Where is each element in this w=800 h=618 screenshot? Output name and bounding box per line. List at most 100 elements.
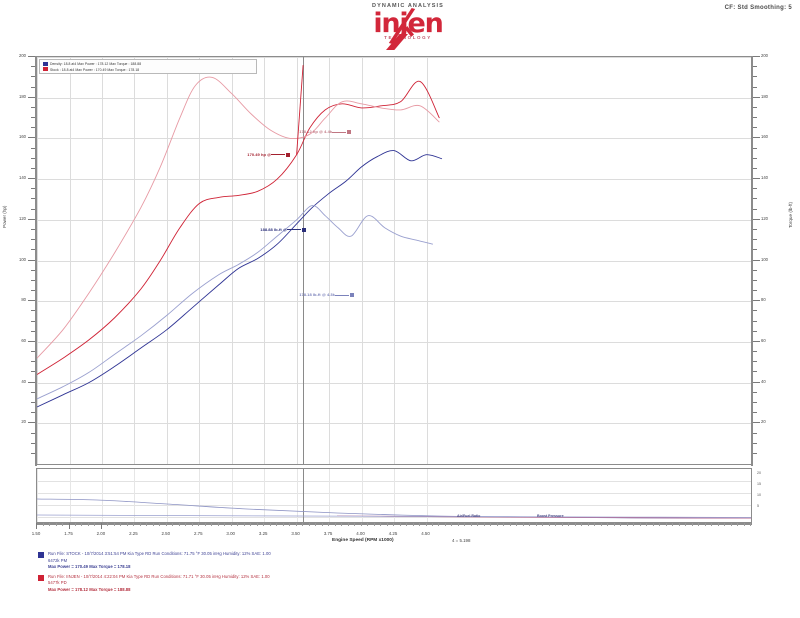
y-tick-label-right-5: 100 (761, 256, 768, 262)
gridline-h-7 (37, 341, 751, 343)
annotation-leader-0 (271, 154, 286, 156)
series-stock-torque (37, 76, 440, 359)
x-tick (613, 523, 615, 526)
x-tick (639, 523, 641, 526)
y-tick-right-170 (753, 117, 757, 119)
x-tick-label-4: 2.50 (161, 531, 171, 536)
x-tick (399, 523, 401, 526)
y-tick-label-left-4: 120 (19, 215, 26, 221)
x-tick (87, 523, 89, 526)
run-color-swatch-1 (38, 574, 44, 581)
legend-swatch-red (43, 67, 48, 71)
gridline-h-9 (37, 423, 751, 425)
y-tick-right-175 (753, 106, 757, 108)
legend-row-2: Stock : 18.8 at4 Max Power : 170.49 Max … (50, 67, 140, 72)
x-tick (620, 523, 622, 526)
y-tick-right-155 (753, 147, 757, 149)
annotation-label-2: 188.88 lb-ft @ (260, 227, 287, 232)
annotation-leader-2 (286, 229, 301, 231)
lower-panel[interactable]: Air/Fuel Ratio Boost Pressure (36, 468, 752, 523)
y-tick-left-165 (31, 127, 35, 129)
x-tick (470, 523, 472, 526)
dyno-plot-area[interactable]: 170.49 hp @ 178.12 hp @ 4.4k 188.88 lb-ft … (36, 56, 752, 465)
x-tick (600, 523, 602, 526)
y-tick-left-120 (28, 218, 35, 220)
y-tick-right-145 (753, 167, 757, 169)
x-tick (607, 523, 609, 526)
y-tick-right-45 (753, 371, 757, 373)
run-legend-row-1[interactable]: Run File: IINJEN - 10/7/2014 4:22:04 PM … (38, 574, 778, 594)
y-tick-left-190 (31, 76, 35, 78)
y-tick-label-left-2: 160 (19, 134, 26, 140)
y-tick-left-25 (31, 412, 35, 414)
dyno-info-label: CF: Std Smoothing: 5 (724, 5, 792, 11)
x-tick (367, 523, 368, 526)
x-tick (373, 523, 375, 526)
y-tick-left-35 (31, 391, 35, 393)
dyno-curves (37, 65, 443, 408)
gridline-h-5 (37, 260, 751, 262)
x-tick (522, 523, 524, 526)
y-tick-label-left-0: 200 (19, 53, 26, 58)
lower-gridline-v-8 (296, 469, 298, 522)
x-tick (477, 523, 479, 526)
x-tick (685, 523, 687, 526)
y-tick-left-185 (31, 86, 35, 88)
x-tick (295, 523, 297, 526)
x-tick (626, 523, 628, 526)
legend-swatch-blue (43, 62, 48, 66)
y-tick-left-70 (31, 320, 35, 322)
y-tick-right-55 (753, 351, 757, 353)
y-tick-right-10 (753, 442, 757, 444)
series-injen-torque (37, 80, 440, 375)
chart-header: DYNAMIC ANALYSIS injen TECHNOLOGY CF: St… (0, 0, 800, 52)
y-tick-right-15 (753, 432, 757, 434)
x-tick (691, 523, 693, 526)
y-tick-label-left-8: 40 (21, 378, 26, 384)
gridline-h-1 (37, 97, 751, 99)
y-tick-left-150 (31, 157, 35, 159)
cursor-line[interactable] (303, 57, 305, 464)
y-tick-label-right-8: 40 (761, 378, 766, 384)
lower-gridline-v-3 (134, 469, 136, 522)
x-tick (269, 523, 271, 526)
run-meta-line-1: 5477k PD (48, 580, 67, 585)
x-tick (496, 523, 498, 526)
lower-gridline-v-2 (101, 469, 103, 522)
y-tick-label-right-1: 180 (761, 93, 768, 99)
x-tick (574, 523, 576, 526)
lower-panel-curves (37, 498, 751, 519)
x-tick (217, 523, 219, 526)
y-tick-right-135 (753, 188, 757, 190)
x-tick (490, 523, 492, 526)
x-tick (393, 523, 394, 526)
lower-gridline-v-1 (69, 469, 71, 522)
x-tick (120, 523, 122, 526)
y-tick-label-left-9: 20 (21, 419, 26, 425)
lower-cursor-line[interactable] (303, 469, 305, 522)
run-details-0: Run File: STOCK - 10/7/2014 3:51:54 PM K… (48, 551, 271, 571)
x-tick-label-3: 2.25 (129, 531, 138, 536)
run-legend-row-0[interactable]: Run File: STOCK - 10/7/2014 3:51:54 PM K… (38, 551, 778, 571)
run-details-1: Run File: IINJEN - 10/7/2014 4:22:04 PM … (48, 574, 270, 594)
x-tick (743, 523, 745, 526)
y-tick-right-100 (753, 259, 760, 261)
lower-gridline-v-9 (329, 469, 331, 522)
x-tick (652, 523, 654, 526)
x-tick (302, 523, 304, 526)
lower-gridline-v-4 (166, 469, 168, 522)
y-tick-left-135 (31, 188, 35, 190)
cursor-readout: 4 = 5.198 (452, 538, 471, 543)
x-tick-label-12: 4.50 (421, 531, 430, 536)
x-tick (49, 523, 50, 526)
lower-annotation-0: Air/Fuel Ratio (457, 514, 481, 518)
x-tick-label-2: 2.00 (96, 531, 106, 536)
x-tick (419, 523, 420, 526)
y-tick-left-60 (28, 340, 35, 342)
y-tick-label-left-7: 60 (21, 337, 26, 343)
annotation-marker-2 (301, 227, 306, 232)
x-tick (380, 523, 381, 526)
x-tick (646, 523, 648, 526)
gridline-h-3 (37, 179, 751, 181)
x-tick (561, 523, 563, 526)
